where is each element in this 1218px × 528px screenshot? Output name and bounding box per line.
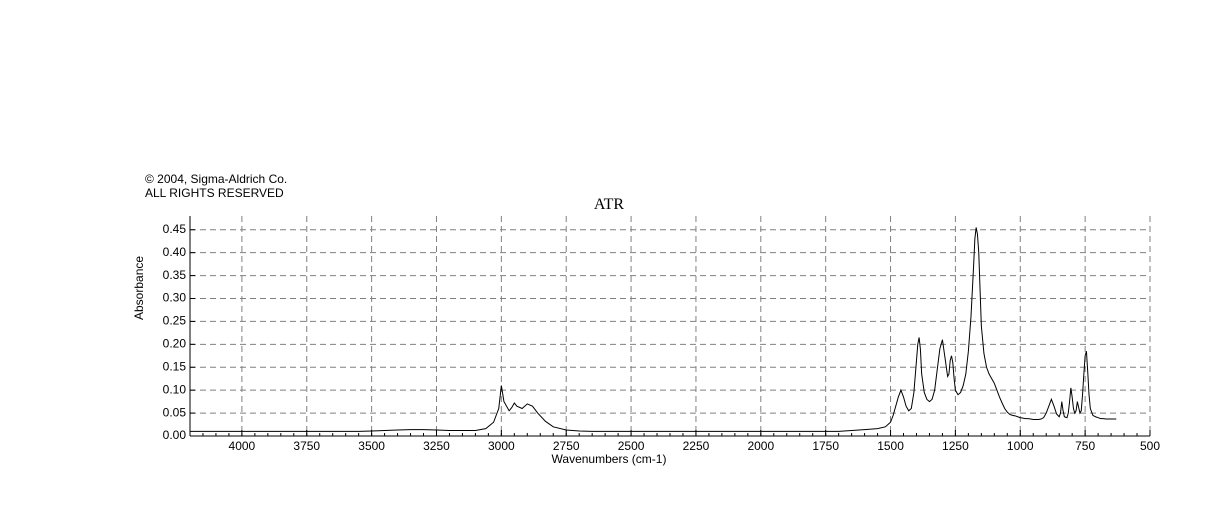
x-tick-label: 3750 bbox=[293, 439, 320, 453]
x-tick-label: 2000 bbox=[747, 439, 774, 453]
y-tick-label: 0.30 bbox=[163, 291, 187, 305]
x-tick-label: 2250 bbox=[683, 439, 710, 453]
x-tick-label: 500 bbox=[1140, 439, 1160, 453]
x-tick-label: 2500 bbox=[618, 439, 645, 453]
copyright-line-1: © 2004, Sigma-Aldrich Co. bbox=[145, 172, 287, 186]
y-tick-label: 0.00 bbox=[163, 428, 187, 442]
y-tick-label: 0.20 bbox=[163, 337, 187, 351]
y-tick-label: 0.15 bbox=[163, 359, 187, 373]
x-tick-label: 3500 bbox=[358, 439, 385, 453]
chart-title: ATR bbox=[0, 196, 1218, 214]
x-tick-label: 750 bbox=[1075, 439, 1095, 453]
x-tick-label: 1500 bbox=[877, 439, 904, 453]
y-tick-label: 0.25 bbox=[163, 314, 187, 328]
y-tick-label: 0.35 bbox=[163, 268, 187, 282]
y-tick-label: 0.45 bbox=[163, 222, 187, 236]
y-tick-label: 0.05 bbox=[163, 405, 187, 419]
y-axis-label: Absorbance bbox=[132, 256, 146, 320]
x-tick-label: 3250 bbox=[423, 439, 450, 453]
x-tick-label: 1000 bbox=[1007, 439, 1034, 453]
y-tick-label: 0.40 bbox=[163, 245, 187, 259]
page: © 2004, Sigma-Aldrich Co. ALL RIGHTS RES… bbox=[0, 0, 1218, 528]
x-tick-label: 4000 bbox=[229, 439, 256, 453]
x-tick-label: 2750 bbox=[553, 439, 580, 453]
x-tick-label: 1750 bbox=[812, 439, 839, 453]
plot-area: 4000 3750 3500 3250 3000 2750 2500 2250 2000 1750… bbox=[145, 216, 1160, 458]
spectrum-chart: 4000 3750 3500 3250 3000 2750 2500 2250 2000 1750… bbox=[145, 216, 1160, 458]
x-tick-label: 1250 bbox=[942, 439, 969, 453]
x-tick-label: 3000 bbox=[488, 439, 515, 453]
y-tick-label: 0.10 bbox=[163, 382, 187, 396]
